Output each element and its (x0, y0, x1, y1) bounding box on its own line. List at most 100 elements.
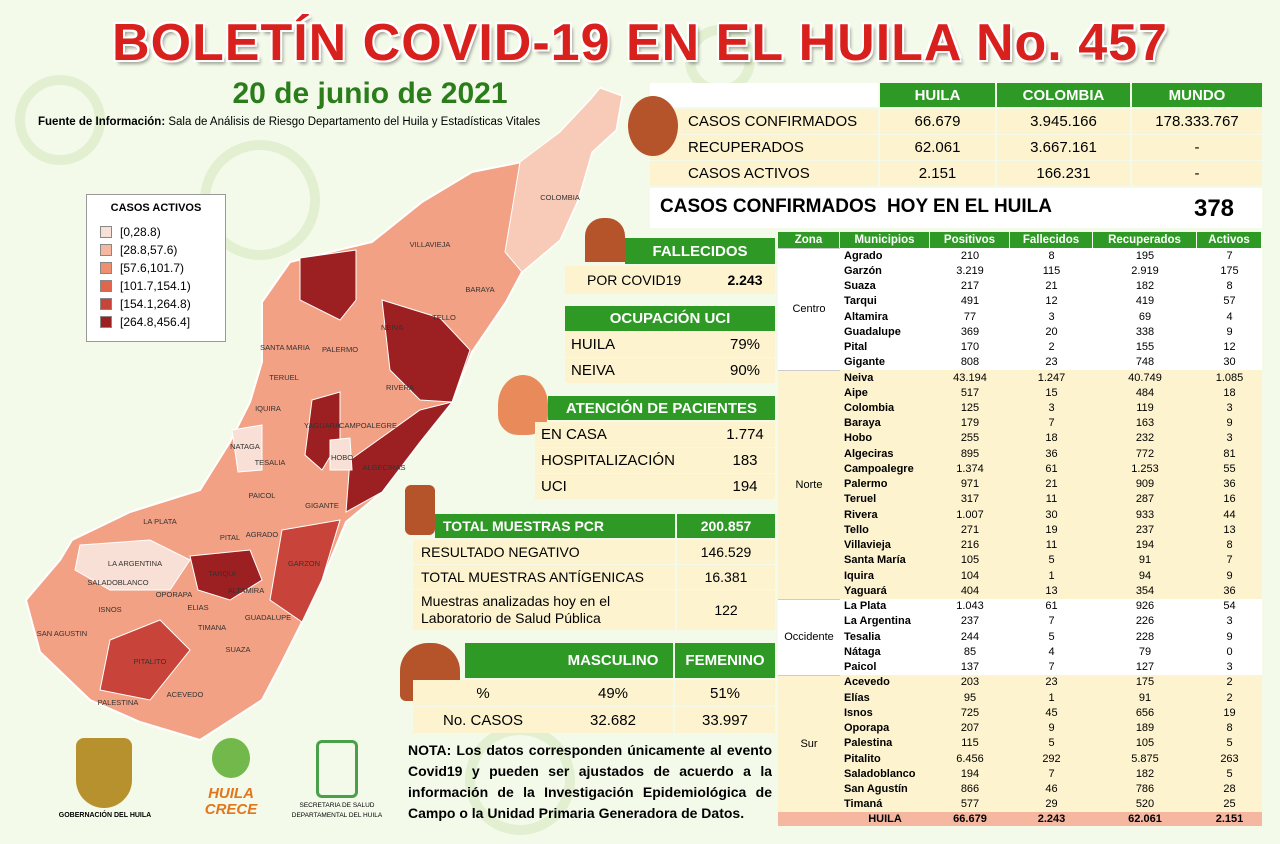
summary-header: HUILA (880, 83, 995, 107)
municipal-value: 577 (930, 796, 1010, 812)
pcr-title: TOTAL MUESTRAS PCR (435, 514, 675, 538)
summary-value: 178.333.767 (1132, 109, 1262, 134)
municipal-value: 5 (1010, 552, 1093, 569)
note-label: NOTA: (408, 742, 452, 758)
municipality: La Argentina (840, 613, 930, 629)
municipal-value: 255 (930, 430, 1010, 447)
municipal-value: 85 (930, 644, 1010, 660)
legend-swatch (100, 280, 112, 292)
map-label: HOBO (331, 453, 353, 462)
map-label: LA ARGENTINA (108, 559, 162, 568)
municipality: Tarqui (840, 293, 930, 309)
source-label: Fuente de Información: (38, 116, 166, 128)
municipality: Palermo (840, 476, 930, 492)
municipal-value: 1 (1010, 689, 1093, 706)
municipal-value: 2 (1197, 689, 1262, 706)
municipal-value: 9 (1197, 415, 1262, 431)
municipal-value: 19 (1010, 522, 1093, 538)
coat-of-arms (76, 738, 132, 808)
municipal-value: 94 (1093, 568, 1197, 584)
pcr-value: 16.381 (677, 565, 775, 589)
municipality: Suaza (840, 278, 930, 294)
map-label: PALERMO (322, 345, 358, 354)
municipal-value: 7 (1010, 613, 1093, 629)
salud-icon (316, 740, 358, 798)
summary-row-label: CASOS CONFIRMADOS (650, 109, 878, 134)
municipal-value: 1.247 (1010, 369, 1093, 386)
municipal-value: 1.374 (930, 461, 1010, 477)
municipal-value: 11 (1010, 537, 1093, 553)
map-label: PAICOL (249, 491, 276, 500)
municipal-total: 62.061 (1093, 811, 1197, 826)
legend-title: CASOS ACTIVOS (110, 202, 202, 214)
logo-secretaria: SECRETARIA DE SALUD (299, 801, 375, 809)
municipal-value: 119 (1093, 400, 1197, 416)
map-label: TARQUI (208, 569, 236, 578)
municipal-value: 163 (1093, 415, 1197, 431)
municipal-value: 926 (1093, 598, 1197, 614)
map-label: NEIVA (381, 323, 403, 332)
municipality: Aipe (840, 385, 930, 401)
municipal-value: 4 (1197, 308, 1262, 325)
legend-label: [0,28.8) (120, 225, 161, 239)
title: BOLETÍN COVID-19 EN EL HUILA No. 457 (112, 14, 1168, 72)
municipality: Altamira (840, 308, 930, 325)
map-label: PITALITO (134, 657, 167, 666)
pcr-label: TOTAL MUESTRAS ANTÍGENICAS (413, 565, 675, 589)
municipal-value: 5.875 (1093, 750, 1197, 767)
municipal-value: 77 (930, 308, 1010, 325)
map-label: OPORAPA (156, 590, 193, 599)
municipal-value: 54 (1197, 598, 1262, 614)
municipal-total: 66.679 (930, 811, 1010, 826)
municipal-value: 2 (1197, 674, 1262, 690)
map-label: ALGECIRAS (363, 463, 406, 472)
legend-swatch (100, 298, 112, 310)
municipal-value: 207 (930, 720, 1010, 736)
gender-corner (465, 643, 553, 678)
municipal-value: 7 (1010, 415, 1093, 431)
municipal-value: 30 (1010, 507, 1093, 523)
municipal-value: 45 (1010, 705, 1093, 721)
municipal-value: 786 (1093, 781, 1197, 797)
map-label: NATAGA (230, 442, 260, 451)
municipal-value: 30 (1197, 354, 1262, 370)
municipality: Pitalito (840, 750, 930, 767)
summary-header: COLOMBIA (997, 83, 1130, 107)
municipal-value: 317 (930, 491, 1010, 508)
today-box (650, 188, 1262, 228)
municipal-value: 137 (930, 659, 1010, 675)
municipal-value: 105 (1093, 735, 1197, 751)
municipal-value: 170 (930, 339, 1010, 355)
municipal-header: Recuperados (1093, 232, 1196, 248)
municipal-value: 933 (1093, 507, 1197, 523)
municipal-value: 404 (930, 583, 1010, 599)
municipal-value: 909 (1093, 476, 1197, 492)
municipality: Colombia (840, 400, 930, 416)
municipal-value: 5 (1197, 766, 1262, 782)
note-text: Los datos corresponden únicamente al eve… (408, 742, 772, 821)
municipal-header: Municipios (840, 232, 929, 248)
map-label: TELLO (432, 313, 456, 322)
municipal-value: 5 (1197, 735, 1262, 751)
municipal-value: 7 (1197, 248, 1262, 264)
municipal-value: 244 (930, 629, 1010, 645)
municipal-value: 36 (1010, 446, 1093, 462)
municipality: Gigante (840, 354, 930, 370)
map-label: SALADOBLANCO (87, 578, 148, 587)
municipal-value: 484 (1093, 385, 1197, 401)
municipal-value: 237 (1093, 522, 1197, 538)
legend-swatch (100, 262, 112, 274)
municipal-value: 228 (1093, 629, 1197, 645)
logo-crece: CRECE (204, 800, 258, 818)
map-region (329, 437, 353, 471)
gender-value: 33.997 (675, 707, 775, 733)
municipal-total: HUILA (840, 811, 930, 826)
municipal-value: 748 (1093, 354, 1197, 370)
municipal-value: 79 (1093, 644, 1197, 660)
municipal-value: 20 (1010, 324, 1093, 340)
municipal-value: 36 (1197, 583, 1262, 599)
pcr-value: 122 (677, 590, 775, 630)
summary-corner (650, 83, 878, 107)
municipal-value: 210 (930, 248, 1010, 264)
zone-label: Centro (778, 248, 840, 370)
